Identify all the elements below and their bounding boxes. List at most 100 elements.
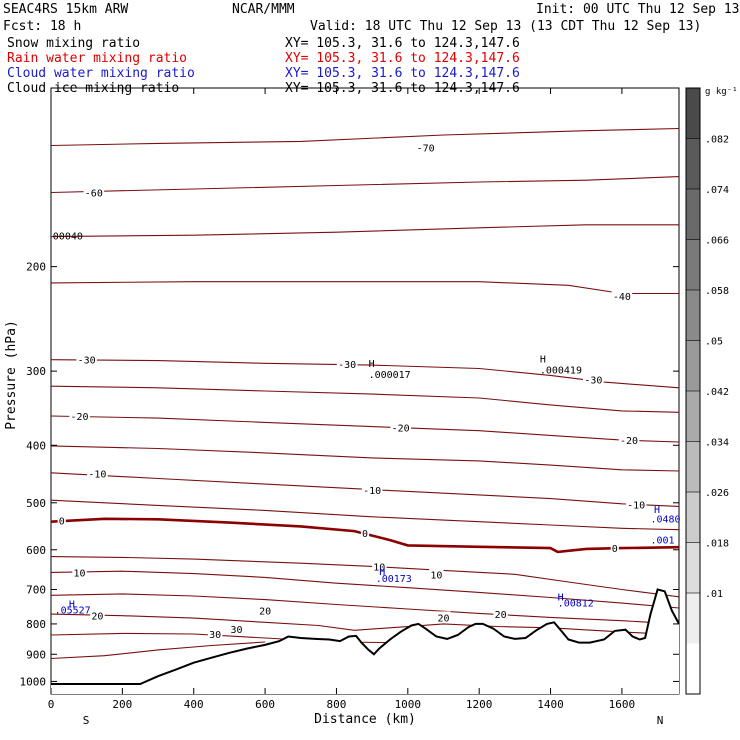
- contour-label-0: -70: [417, 144, 435, 155]
- y-tick-label-4: 600: [26, 544, 46, 557]
- field-xy-snow: XY= 105.3, 31.6 to 124.3,147.6: [285, 36, 520, 51]
- isotherm-3: [50, 281, 679, 295]
- isotherm-7: [50, 445, 680, 472]
- colorbar-swatch-6: [686, 391, 700, 442]
- colorbar-label-6: .034: [705, 438, 729, 449]
- contour-label-8: -20: [620, 436, 638, 447]
- x-tick-label-5: 1000: [395, 698, 422, 711]
- contour-label-15: 10: [74, 568, 86, 579]
- isotherm-6: [50, 415, 680, 443]
- colorbar-swatch-9: [686, 542, 700, 594]
- contour-label-2: -40: [613, 292, 631, 303]
- contour-label-1: -60: [85, 188, 103, 199]
- annotation-3: H: [540, 354, 546, 365]
- contour-label-bg-14: [610, 542, 619, 554]
- contour-label-bg-18: [90, 609, 105, 621]
- colorbar-swatch-7: [686, 441, 700, 493]
- x-tick-label-7: 1400: [537, 698, 564, 711]
- isotherm-8: [50, 472, 680, 507]
- y-tick-label-2: 400: [26, 439, 46, 452]
- colorbar: .082 .074 .066 .058 .05 .042 .034 .026 .018 .01: [685, 87, 729, 695]
- contour-label-bg-0: [415, 141, 436, 153]
- contour-label-bg-7: [390, 421, 411, 433]
- y-tick-label-1: 300: [26, 365, 46, 378]
- annotation-0: 00040: [53, 231, 83, 242]
- org-title: NCAR/MMM: [232, 2, 295, 17]
- contour-label-bg-15: [72, 566, 87, 578]
- terrain-layer: [51, 588, 680, 694]
- contour-label-13: 0: [362, 529, 368, 540]
- isotherm-16: [50, 641, 266, 660]
- isotherm-13: [50, 593, 680, 625]
- colorbar-swatch-8: [686, 492, 700, 543]
- annotation-12: H: [69, 599, 75, 610]
- x-axis: 0 200 400 600 800 1000 1200 1400 1600: [48, 88, 635, 711]
- model-title: SEAC4RS 15km ARW: [3, 2, 128, 17]
- contour-label-bg-19: [257, 604, 273, 616]
- y-tick-label-3: 500: [26, 497, 46, 510]
- colorbar-unit: g kg⁻¹: [705, 87, 738, 97]
- field-label-snow: Snow mixing ratio: [7, 36, 140, 51]
- x-axis-title: Distance (km): [314, 712, 416, 727]
- y-tick-label-8: 1000: [20, 675, 47, 688]
- x-tick-label-0: 0: [48, 698, 55, 711]
- isotherm-2: [50, 224, 679, 238]
- field-label-cloud-water: Cloud water mixing ratio: [7, 66, 195, 81]
- colorbar-label-1: .074: [705, 185, 729, 196]
- isotherm-10: [50, 517, 680, 554]
- contour-label-6: -20: [71, 412, 89, 423]
- contour-label-bg-20: [436, 611, 451, 623]
- contour-label-bg-3: [76, 353, 97, 365]
- init-time: Init: 00 UTC Thu 12 Sep 13: [536, 2, 740, 17]
- contour-label-bg-6: [69, 409, 90, 421]
- x-tick-label-3: 600: [255, 698, 275, 711]
- contour-label-bg-22: [207, 628, 223, 640]
- x-axis-right-end: N: [657, 714, 664, 727]
- annotation-5: H: [654, 505, 660, 516]
- y-tick-label-7: 900: [26, 648, 46, 661]
- colorbar-label-8: .018: [705, 539, 729, 550]
- colorbar-swatch-0: [686, 88, 700, 139]
- x-tick-label-4: 800: [327, 698, 347, 711]
- colorbar-label-2: .066: [705, 236, 729, 247]
- annotation-10: H: [558, 592, 564, 603]
- contour-label-11: -10: [627, 500, 645, 511]
- contour-label-bg-12: [57, 514, 66, 526]
- annotation-4: .000419: [540, 366, 582, 377]
- y-tick-label-5: 700: [26, 584, 46, 597]
- contour-label-bg-8: [618, 434, 640, 446]
- contour-label-bg-9: [87, 467, 108, 479]
- colorbar-swatch-10: [686, 593, 700, 644]
- colorbar-label-7: .026: [705, 488, 729, 499]
- isotherm-12: [50, 570, 680, 609]
- x-axis-left-end: S: [83, 714, 90, 727]
- contour-label-bg-5: [583, 373, 604, 385]
- contour-label-bg-17: [429, 568, 444, 580]
- contour-label-19: 20: [259, 607, 271, 618]
- contour-label-21: 20: [495, 610, 507, 621]
- annotation-layer: 00040H.000017H.000419H.0480.001H.00173H.…: [53, 231, 681, 616]
- x-tick-label-1: 200: [112, 698, 132, 711]
- annotation-8: H: [379, 567, 385, 578]
- contour-label-4: -30: [338, 360, 356, 371]
- annotation-6: .0480: [650, 515, 680, 526]
- contour-label-10: -10: [363, 486, 381, 497]
- isotherm-11: [50, 556, 680, 598]
- contour-label-layer: -70 -60 -40 -30 -30 -30 -20 -20 -20 -10 -10 -10 0 0 0 1…: [57, 141, 647, 641]
- annotation-1: H: [369, 359, 375, 370]
- contour-label-18: 20: [91, 612, 103, 623]
- x-tick-label-8: 1600: [609, 698, 636, 711]
- field-label-rain: Rain water mixing ratio: [7, 51, 187, 66]
- contour-label-22: 30: [209, 630, 221, 641]
- x-tick-label-2: 400: [184, 698, 204, 711]
- contour-label-bg-4: [336, 358, 358, 370]
- annotation-13: .05527: [55, 605, 91, 616]
- colorbar-swatch-4: [686, 290, 700, 341]
- colorbar-label-3: .058: [705, 286, 729, 297]
- colorbar-label-4: .05: [705, 337, 723, 348]
- colorbar-label-0: .082: [705, 135, 729, 146]
- contour-label-7: -20: [392, 423, 410, 434]
